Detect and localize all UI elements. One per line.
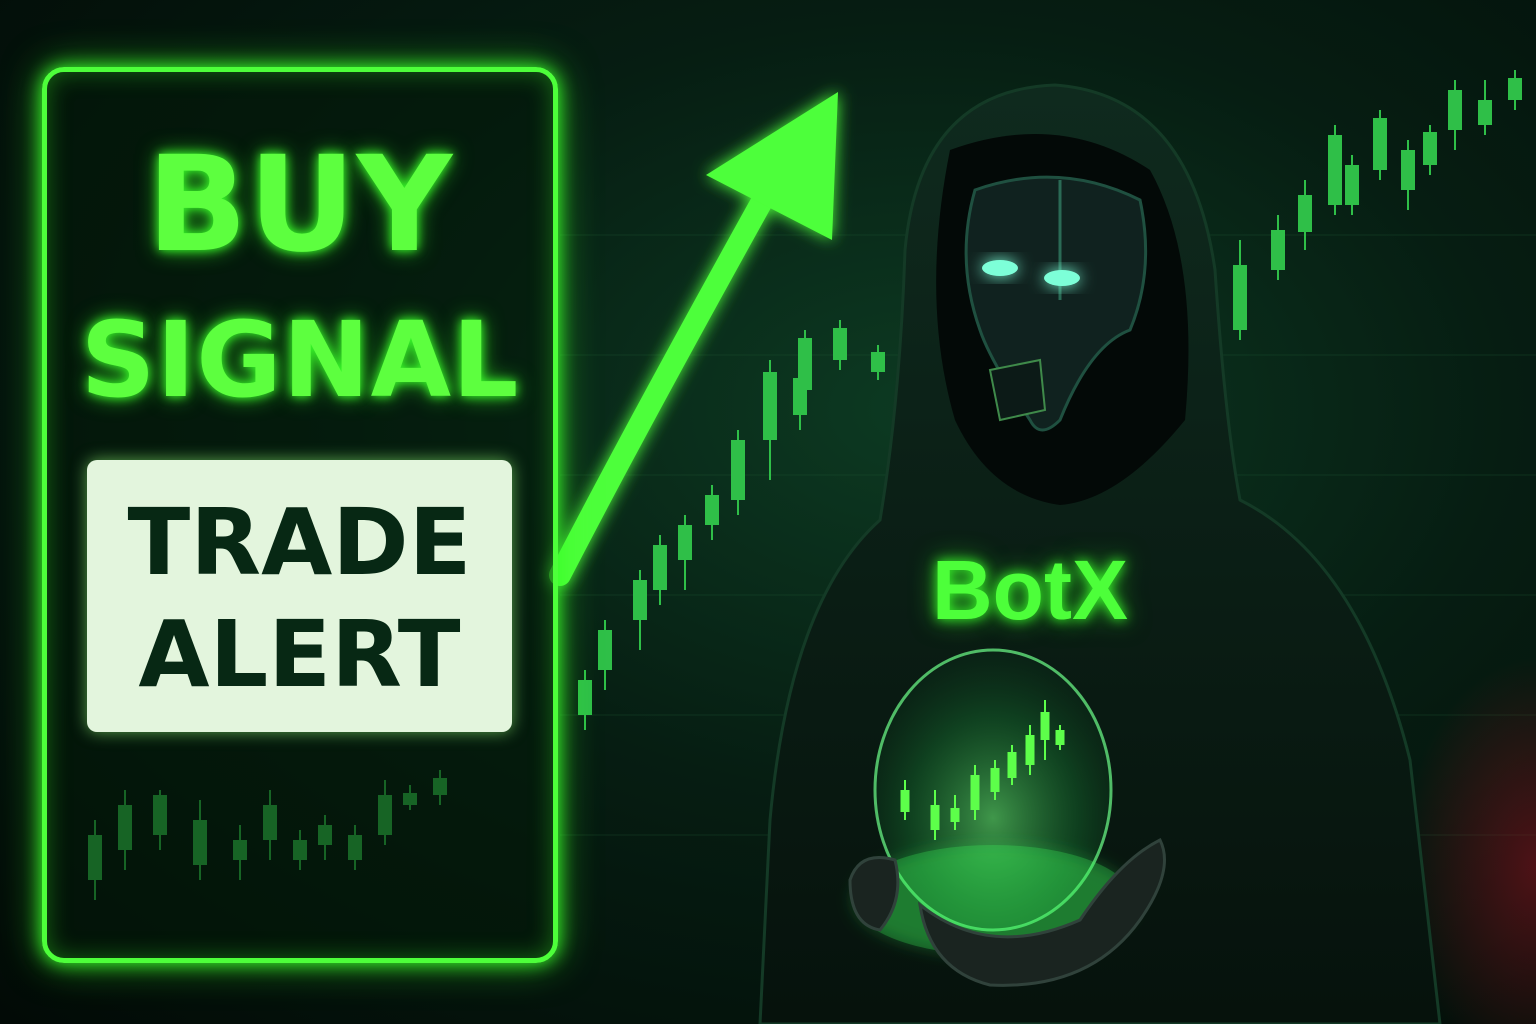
- robot-hands: [848, 837, 1166, 987]
- candle-body: [930, 805, 940, 830]
- headline-signal: SIGNAL: [80, 299, 520, 421]
- candle-body: [871, 352, 885, 372]
- candle-body: [578, 680, 592, 715]
- candle-body: [950, 808, 960, 822]
- candle-body: [1423, 132, 1437, 165]
- candle-body: [900, 790, 910, 812]
- candle-body: [970, 775, 980, 810]
- candle-body: [1271, 230, 1285, 270]
- candle-body: [1328, 135, 1342, 205]
- crystal-ball: [853, 648, 1133, 955]
- candle-body: [798, 338, 812, 390]
- candle-body: [1298, 195, 1312, 232]
- candle-body: [705, 495, 719, 525]
- candle-body: [653, 545, 667, 590]
- candle-body: [833, 328, 847, 360]
- candle-body: [731, 440, 745, 500]
- candle-body: [1478, 100, 1492, 125]
- candle-body: [1040, 712, 1050, 740]
- candle-body: [598, 630, 612, 670]
- candle-body: [1233, 265, 1247, 330]
- candle-body: [1373, 118, 1387, 170]
- candle-body: [1448, 90, 1462, 130]
- candle-body: [1401, 150, 1415, 190]
- trade-alert-box: [87, 460, 512, 732]
- hoodie-brand-text: BotX: [932, 543, 1128, 637]
- candle-body: [1007, 752, 1017, 778]
- candle-body: [633, 580, 647, 620]
- trend-up-arrow: [549, 92, 838, 586]
- candle-body: [1025, 735, 1035, 765]
- candle-body: [990, 768, 1000, 792]
- candle-body: [1508, 78, 1522, 100]
- alert-text-trade: TRADE: [127, 489, 472, 596]
- alert-text-alert: ALERT: [138, 601, 461, 708]
- headline-buy: BUY: [146, 128, 454, 282]
- candle-body: [1345, 165, 1359, 205]
- candle-body: [1055, 730, 1065, 745]
- candle-body: [763, 372, 777, 440]
- robot-mask: [964, 175, 1148, 432]
- candle-body: [678, 525, 692, 560]
